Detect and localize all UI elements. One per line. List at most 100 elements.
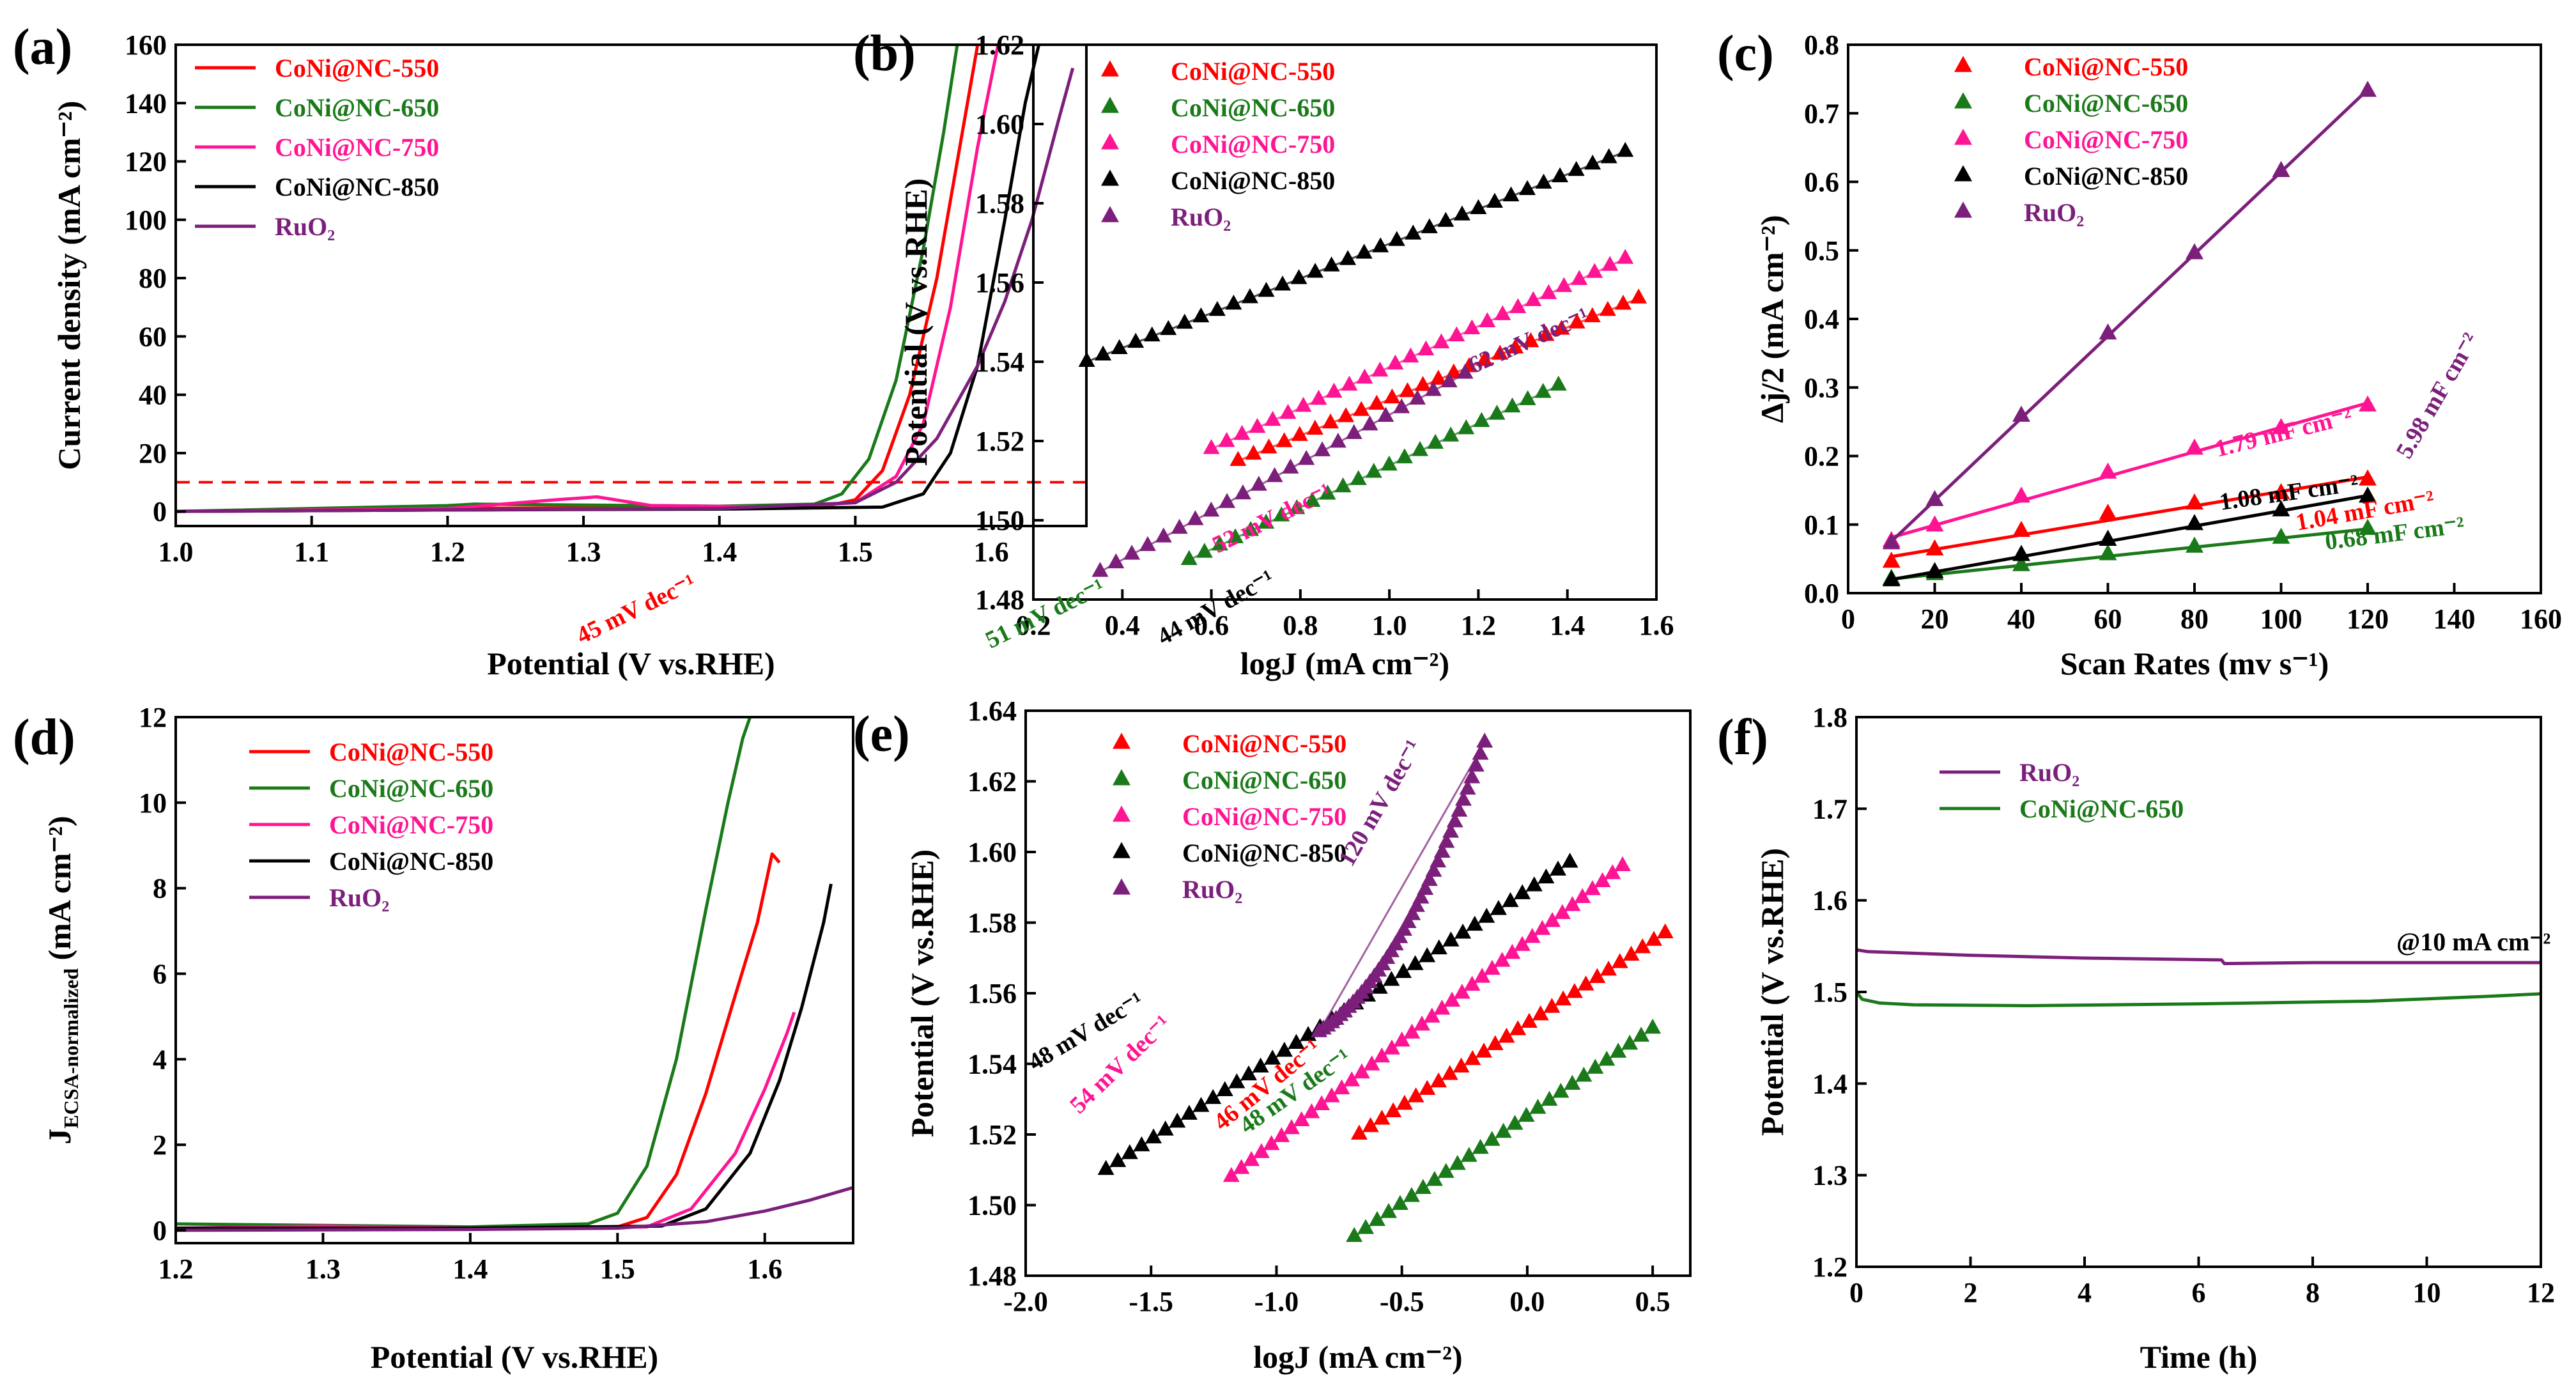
panel-d: 1.2 1.3 1.4 1.5 1.6 0 2 4 6 8 10 12 Potential (V vs.… (13, 702, 854, 1375)
data-point-marker (1101, 133, 1119, 150)
data-point-marker (1552, 1083, 1570, 1098)
y-tick-label: 4 (153, 1044, 167, 1075)
y-tick-label: 1.6 (1812, 885, 1847, 917)
data-point-marker (1371, 979, 1388, 994)
legend-label: CoNi@NC-650 (329, 774, 493, 803)
data-point-marker (1393, 1031, 1410, 1047)
data-point-marker (1145, 1128, 1162, 1143)
series-line (176, 883, 833, 1230)
y-axis-label: Potential (V vs.RHE) (904, 849, 940, 1137)
data-point-marker (1419, 947, 1436, 963)
legend-label: RuO₂ (329, 883, 389, 912)
data-point-marker (1518, 1106, 1535, 1122)
data-point-marker (1954, 165, 1972, 182)
data-point-marker (1543, 998, 1561, 1013)
series-line (176, 1186, 853, 1232)
legend-label: CoNi@NC-550 (1171, 57, 1335, 86)
data-point-marker (1222, 1166, 1240, 1182)
plot-area (176, 45, 1086, 513)
data-point-marker (2099, 544, 2117, 561)
fit-line (1891, 475, 2368, 559)
data-point-marker (1407, 955, 1424, 970)
data-point-marker (1442, 823, 1460, 838)
data-point-marker (1362, 1117, 1379, 1133)
x-tick-label: 1.2 (158, 1253, 194, 1285)
data-point-marker (1412, 888, 1430, 904)
y-tick-label: 1.7 (1812, 793, 1847, 824)
data-point-marker (1288, 1034, 1305, 1049)
x-tick-label: 1.0 (158, 536, 194, 568)
data-point-marker (2272, 483, 2290, 500)
data-point-marker (1300, 1026, 1317, 1041)
data-point-marker (1203, 438, 1220, 454)
x-tick-label: 0.2 (1016, 610, 1051, 641)
x-tick-label: 1.6 (747, 1253, 782, 1285)
x-tick-label: 0.5 (1635, 1286, 1670, 1317)
data-point-marker (1276, 1041, 1293, 1057)
x-tick-label: 1.4 (702, 536, 737, 568)
data-point-marker (1454, 791, 1472, 806)
series-line (1856, 948, 2541, 966)
legend-label: CoNi@NC-550 (275, 54, 439, 82)
y-tick-label: 0.2 (1804, 441, 1839, 472)
data-point-marker (1240, 1065, 1257, 1081)
panel-label: (f) (1717, 709, 1768, 766)
data-point-marker (1252, 1057, 1269, 1072)
data-point-marker (1446, 812, 1463, 828)
data-point-marker (1472, 1138, 1489, 1154)
data-point-marker (1509, 1020, 1527, 1035)
x-tick-label: 1.6 (1639, 610, 1674, 641)
legend-label: CoNi@NC-650 (2024, 89, 2188, 118)
data-point-marker (1525, 876, 1543, 892)
data-point-marker (1391, 1195, 1408, 1211)
legend-label: CoNi@NC-550 (2024, 52, 2188, 81)
panel-label: (a) (13, 19, 72, 75)
legend-label: CoNi@NC-850 (2024, 162, 2188, 190)
x-tick-label: 0 (1841, 603, 1855, 635)
data-point-marker (1463, 975, 1481, 991)
x-tick-label: 0.0 (1509, 1286, 1545, 1317)
data-point-marker (1442, 931, 1460, 947)
fit-line (1891, 493, 2368, 582)
data-point-marker (1373, 1047, 1391, 1063)
data-point-marker (1433, 842, 1451, 858)
y-tick-label: 0.8 (1804, 29, 1839, 61)
data-point-marker (1343, 1071, 1361, 1087)
y-tick-label: 10 (139, 787, 167, 819)
data-point-marker (2272, 527, 2290, 544)
x-tick-label: -0.5 (1380, 1286, 1424, 1317)
data-point-marker (1121, 1144, 1138, 1159)
data-point-marker (2012, 486, 2030, 503)
y-tick-label: 0.3 (1804, 372, 1839, 403)
data-point-marker (1520, 1012, 1538, 1028)
data-point-marker (1476, 1042, 1493, 1058)
data-point-marker (2012, 555, 2030, 571)
x-tick-label: 1.4 (1550, 610, 1585, 641)
fit-line (1237, 297, 1639, 462)
slope-annotation: 120 mV dec⁻¹ (1333, 735, 1427, 871)
series-line (1856, 991, 2541, 1007)
data-point-marker (1623, 945, 1640, 961)
panel-label: (d) (13, 709, 75, 766)
series-line (176, 45, 959, 513)
data-point-marker (1614, 856, 1631, 872)
series-line (176, 67, 1075, 513)
data-point-marker (1514, 936, 1531, 951)
data-point-marker (1109, 1152, 1127, 1167)
data-point-marker (1566, 982, 1583, 998)
data-point-marker (2186, 438, 2203, 455)
y-tick-label: 1.52 (975, 426, 1024, 457)
data-point-marker (1180, 550, 1198, 565)
data-point-marker (1423, 1007, 1440, 1023)
data-point-marker (2359, 469, 2377, 486)
axes-frame (174, 43, 1088, 527)
x-tick-label: 120 (2347, 603, 2389, 635)
data-point-marker (1954, 201, 1972, 218)
x-tick-label: -2.0 (1003, 1286, 1048, 1317)
legend-label: CoNi@NC-750 (329, 810, 493, 839)
panel-a: 1.0 1.1 1.2 1.3 1.4 1.5 1.60204060801001201401… (13, 19, 1088, 681)
data-point-marker (1113, 842, 1130, 858)
data-point-marker (1555, 990, 1572, 1006)
fit-line (1189, 384, 1559, 561)
x-tick-label: 1.5 (600, 1253, 635, 1285)
